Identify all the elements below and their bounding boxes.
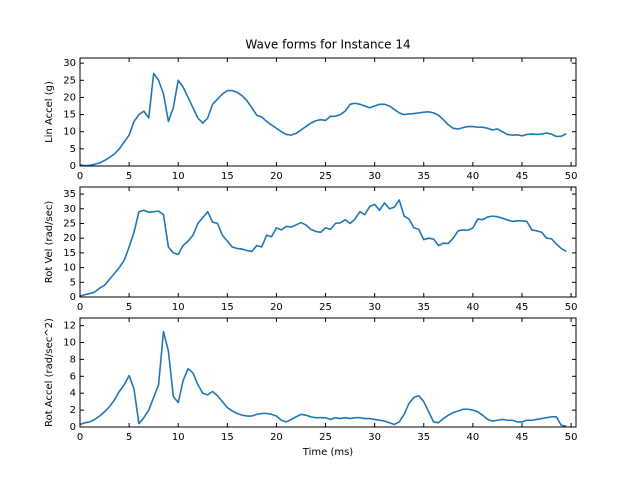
x-tick-label: 50	[565, 432, 578, 443]
x-tick-label: 45	[516, 171, 529, 182]
x-tick-label: 40	[467, 171, 480, 182]
data-line	[79, 330, 567, 427]
x-tick-label: 25	[319, 171, 332, 182]
x-tick-label: 15	[221, 171, 234, 182]
x-tick-label: 5	[126, 302, 132, 313]
x-tick-label: 35	[417, 302, 430, 313]
axes-frame	[79, 57, 577, 167]
x-axis-label: Time (ms)	[302, 447, 354, 458]
x-tick-label: 20	[270, 171, 283, 182]
y-tick-label: 4	[70, 388, 76, 399]
x-tick-label: 20	[270, 302, 283, 313]
data-line	[79, 199, 567, 297]
x-tick-label: 30	[368, 302, 381, 313]
y-tick-label: 5	[70, 144, 76, 155]
y-tick-label: 12	[63, 321, 76, 332]
y-axis-label: Rot Vel (rad/sec)	[44, 201, 55, 284]
x-tick-label: 0	[77, 171, 83, 182]
y-tick-label: 25	[63, 75, 76, 86]
y-tick-label: 30	[63, 204, 76, 215]
x-tick-label: 30	[368, 432, 381, 443]
y-axis-label: Rot Accel (rad/sec^2)	[44, 318, 55, 427]
x-tick-label: 45	[516, 302, 529, 313]
x-tick-label: 25	[319, 432, 332, 443]
y-axis-label: Lin Accel (g)	[44, 81, 55, 143]
x-tick-label: 40	[467, 302, 480, 313]
x-tick-label: 35	[417, 171, 430, 182]
x-tick-label: 15	[221, 302, 234, 313]
y-tick-label: 8	[70, 354, 76, 365]
y-tick-label: 10	[63, 127, 76, 138]
data-line	[79, 72, 567, 167]
y-tick-label: 2	[70, 405, 76, 416]
y-tick-label: 6	[70, 371, 76, 382]
y-tick-label: 25	[63, 218, 76, 229]
axes-frame	[79, 317, 577, 428]
y-tick-label: 20	[63, 92, 76, 103]
x-tick-label: 10	[172, 432, 185, 443]
y-tick-label: 0	[70, 422, 76, 433]
x-tick-label: 45	[516, 432, 529, 443]
figure-title: Wave forms for Instance 14	[245, 38, 410, 52]
x-tick-label: 40	[467, 432, 480, 443]
y-tick-label: 5	[70, 277, 76, 288]
x-tick-label: 10	[172, 302, 185, 313]
axes-frame	[79, 186, 577, 298]
x-tick-label: 15	[221, 432, 234, 443]
x-tick-label: 30	[368, 171, 381, 182]
y-tick-label: 15	[63, 110, 76, 121]
y-tick-label: 15	[63, 248, 76, 259]
x-tick-label: 0	[77, 432, 83, 443]
x-tick-label: 0	[77, 302, 83, 313]
x-tick-label: 5	[126, 432, 132, 443]
y-tick-label: 0	[70, 161, 76, 172]
y-tick-label: 10	[63, 338, 76, 349]
x-tick-label: 10	[172, 171, 185, 182]
x-tick-label: 50	[565, 302, 578, 313]
x-tick-label: 50	[565, 171, 578, 182]
x-tick-label: 20	[270, 432, 283, 443]
x-tick-label: 35	[417, 432, 430, 443]
y-tick-label: 35	[63, 189, 76, 200]
y-tick-label: 10	[63, 263, 76, 274]
y-tick-label: 20	[63, 233, 76, 244]
y-tick-label: 30	[63, 58, 76, 69]
x-tick-label: 5	[126, 171, 132, 182]
x-tick-label: 25	[319, 302, 332, 313]
y-tick-label: 0	[70, 292, 76, 303]
